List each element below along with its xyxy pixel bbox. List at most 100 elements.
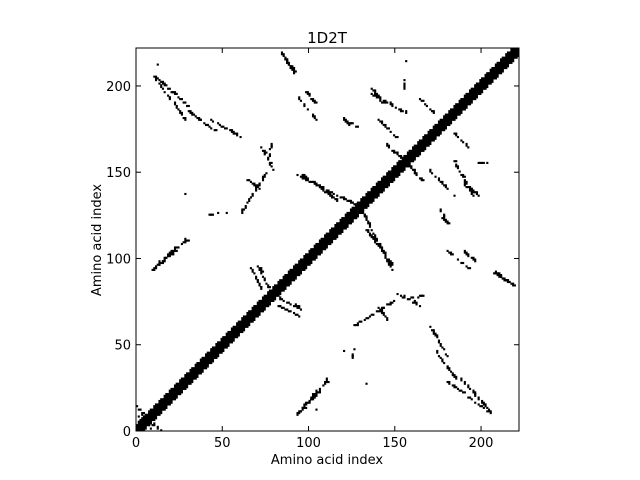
contact-cell	[173, 91, 177, 94]
contact-cell	[415, 173, 418, 177]
contact-cell	[310, 256, 313, 259]
contact-cell	[434, 137, 437, 140]
contact-cell	[387, 261, 391, 265]
contact-cell	[405, 110, 408, 113]
contact-cell	[339, 220, 342, 223]
contact-cell	[339, 230, 342, 233]
contact-cell	[163, 403, 166, 406]
contact-cell	[230, 329, 234, 332]
contact-cell	[258, 306, 261, 309]
contact-cell	[398, 168, 401, 171]
contact-cell	[387, 182, 391, 185]
contact-cell	[453, 160, 456, 163]
contact-cell	[153, 417, 156, 420]
contact-cell	[317, 242, 320, 246]
contact-cell	[455, 115, 458, 118]
contact-cell	[298, 260, 301, 263]
contact-cell	[420, 179, 423, 182]
contact-cell	[179, 387, 182, 390]
contact-cell	[512, 282, 515, 285]
contact-cell	[406, 161, 409, 164]
contact-cell	[268, 154, 271, 158]
contact-cell	[374, 189, 377, 192]
contact-cell	[420, 148, 423, 151]
contact-cell	[182, 241, 185, 244]
contact-cell	[299, 258, 303, 261]
contact-cell	[213, 348, 216, 351]
contact-cell	[261, 177, 265, 180]
contact-cell	[396, 153, 399, 156]
contact-cell	[156, 408, 159, 411]
contact-cell	[318, 249, 321, 252]
contact-cell	[472, 389, 475, 392]
contact-cell	[160, 399, 163, 403]
contact-cell	[425, 135, 428, 139]
contact-cell	[258, 182, 261, 185]
contact-cell	[370, 234, 373, 237]
contact-cell	[380, 179, 384, 182]
contact-cell	[327, 241, 330, 244]
contact-cell	[303, 403, 306, 406]
contact-cell	[396, 170, 399, 173]
contact-cell	[462, 108, 465, 111]
contact-cell	[349, 199, 353, 202]
contact-cell	[175, 396, 178, 399]
contact-cell	[393, 149, 396, 152]
contact-cell	[487, 82, 491, 85]
contact-cell	[320, 237, 323, 240]
contact-cell	[236, 322, 239, 325]
contact-cell	[248, 198, 251, 201]
contact-cell	[158, 406, 161, 409]
contact-cell	[296, 306, 299, 309]
contact-cell	[184, 241, 187, 244]
contact-cell	[229, 337, 232, 340]
contact-cell	[463, 184, 466, 187]
contact-cell	[179, 384, 182, 387]
contact-cell	[170, 251, 173, 254]
contact-cell	[413, 168, 416, 171]
contact-cell	[444, 120, 447, 123]
contact-cell	[311, 396, 315, 399]
contact-cell	[263, 308, 266, 311]
contact-cell	[294, 70, 297, 73]
contact-cell	[325, 379, 328, 382]
contact-cell	[403, 165, 406, 168]
contact-cell	[305, 267, 308, 270]
contact-cell	[246, 318, 249, 321]
contact-cell	[267, 303, 270, 306]
contact-cell	[163, 84, 166, 87]
contact-cell	[341, 227, 344, 230]
contact-cell	[512, 54, 515, 58]
contact-cell	[481, 399, 484, 403]
contact-cell	[384, 175, 387, 178]
contact-cell	[360, 208, 363, 211]
contact-cell	[311, 249, 315, 252]
contact-cell	[277, 294, 280, 297]
contact-cell	[477, 396, 480, 399]
contact-cell	[493, 68, 496, 71]
contact-cell	[305, 406, 308, 409]
contact-cell	[472, 256, 475, 259]
contact-cell	[272, 292, 275, 296]
contact-cell	[272, 296, 275, 299]
contact-cell	[377, 187, 380, 190]
contact-cell	[482, 79, 485, 82]
contact-cell	[241, 322, 244, 325]
contact-cell	[168, 399, 171, 403]
contact-cell	[365, 204, 368, 208]
contact-cell	[446, 355, 449, 358]
contact-cell	[358, 206, 361, 209]
contact-cell	[324, 234, 327, 237]
contact-cell	[375, 182, 378, 185]
contact-cell	[515, 48, 518, 51]
contact-cell	[161, 401, 165, 404]
contact-cell	[460, 389, 463, 392]
contact-cell	[356, 213, 359, 216]
contact-cell	[482, 161, 485, 164]
contact-cell	[391, 149, 394, 152]
contact-cell	[446, 187, 449, 190]
contact-cell	[246, 322, 249, 325]
contact-cell	[374, 186, 377, 189]
contact-cell	[337, 227, 340, 230]
contact-cell	[286, 308, 289, 311]
